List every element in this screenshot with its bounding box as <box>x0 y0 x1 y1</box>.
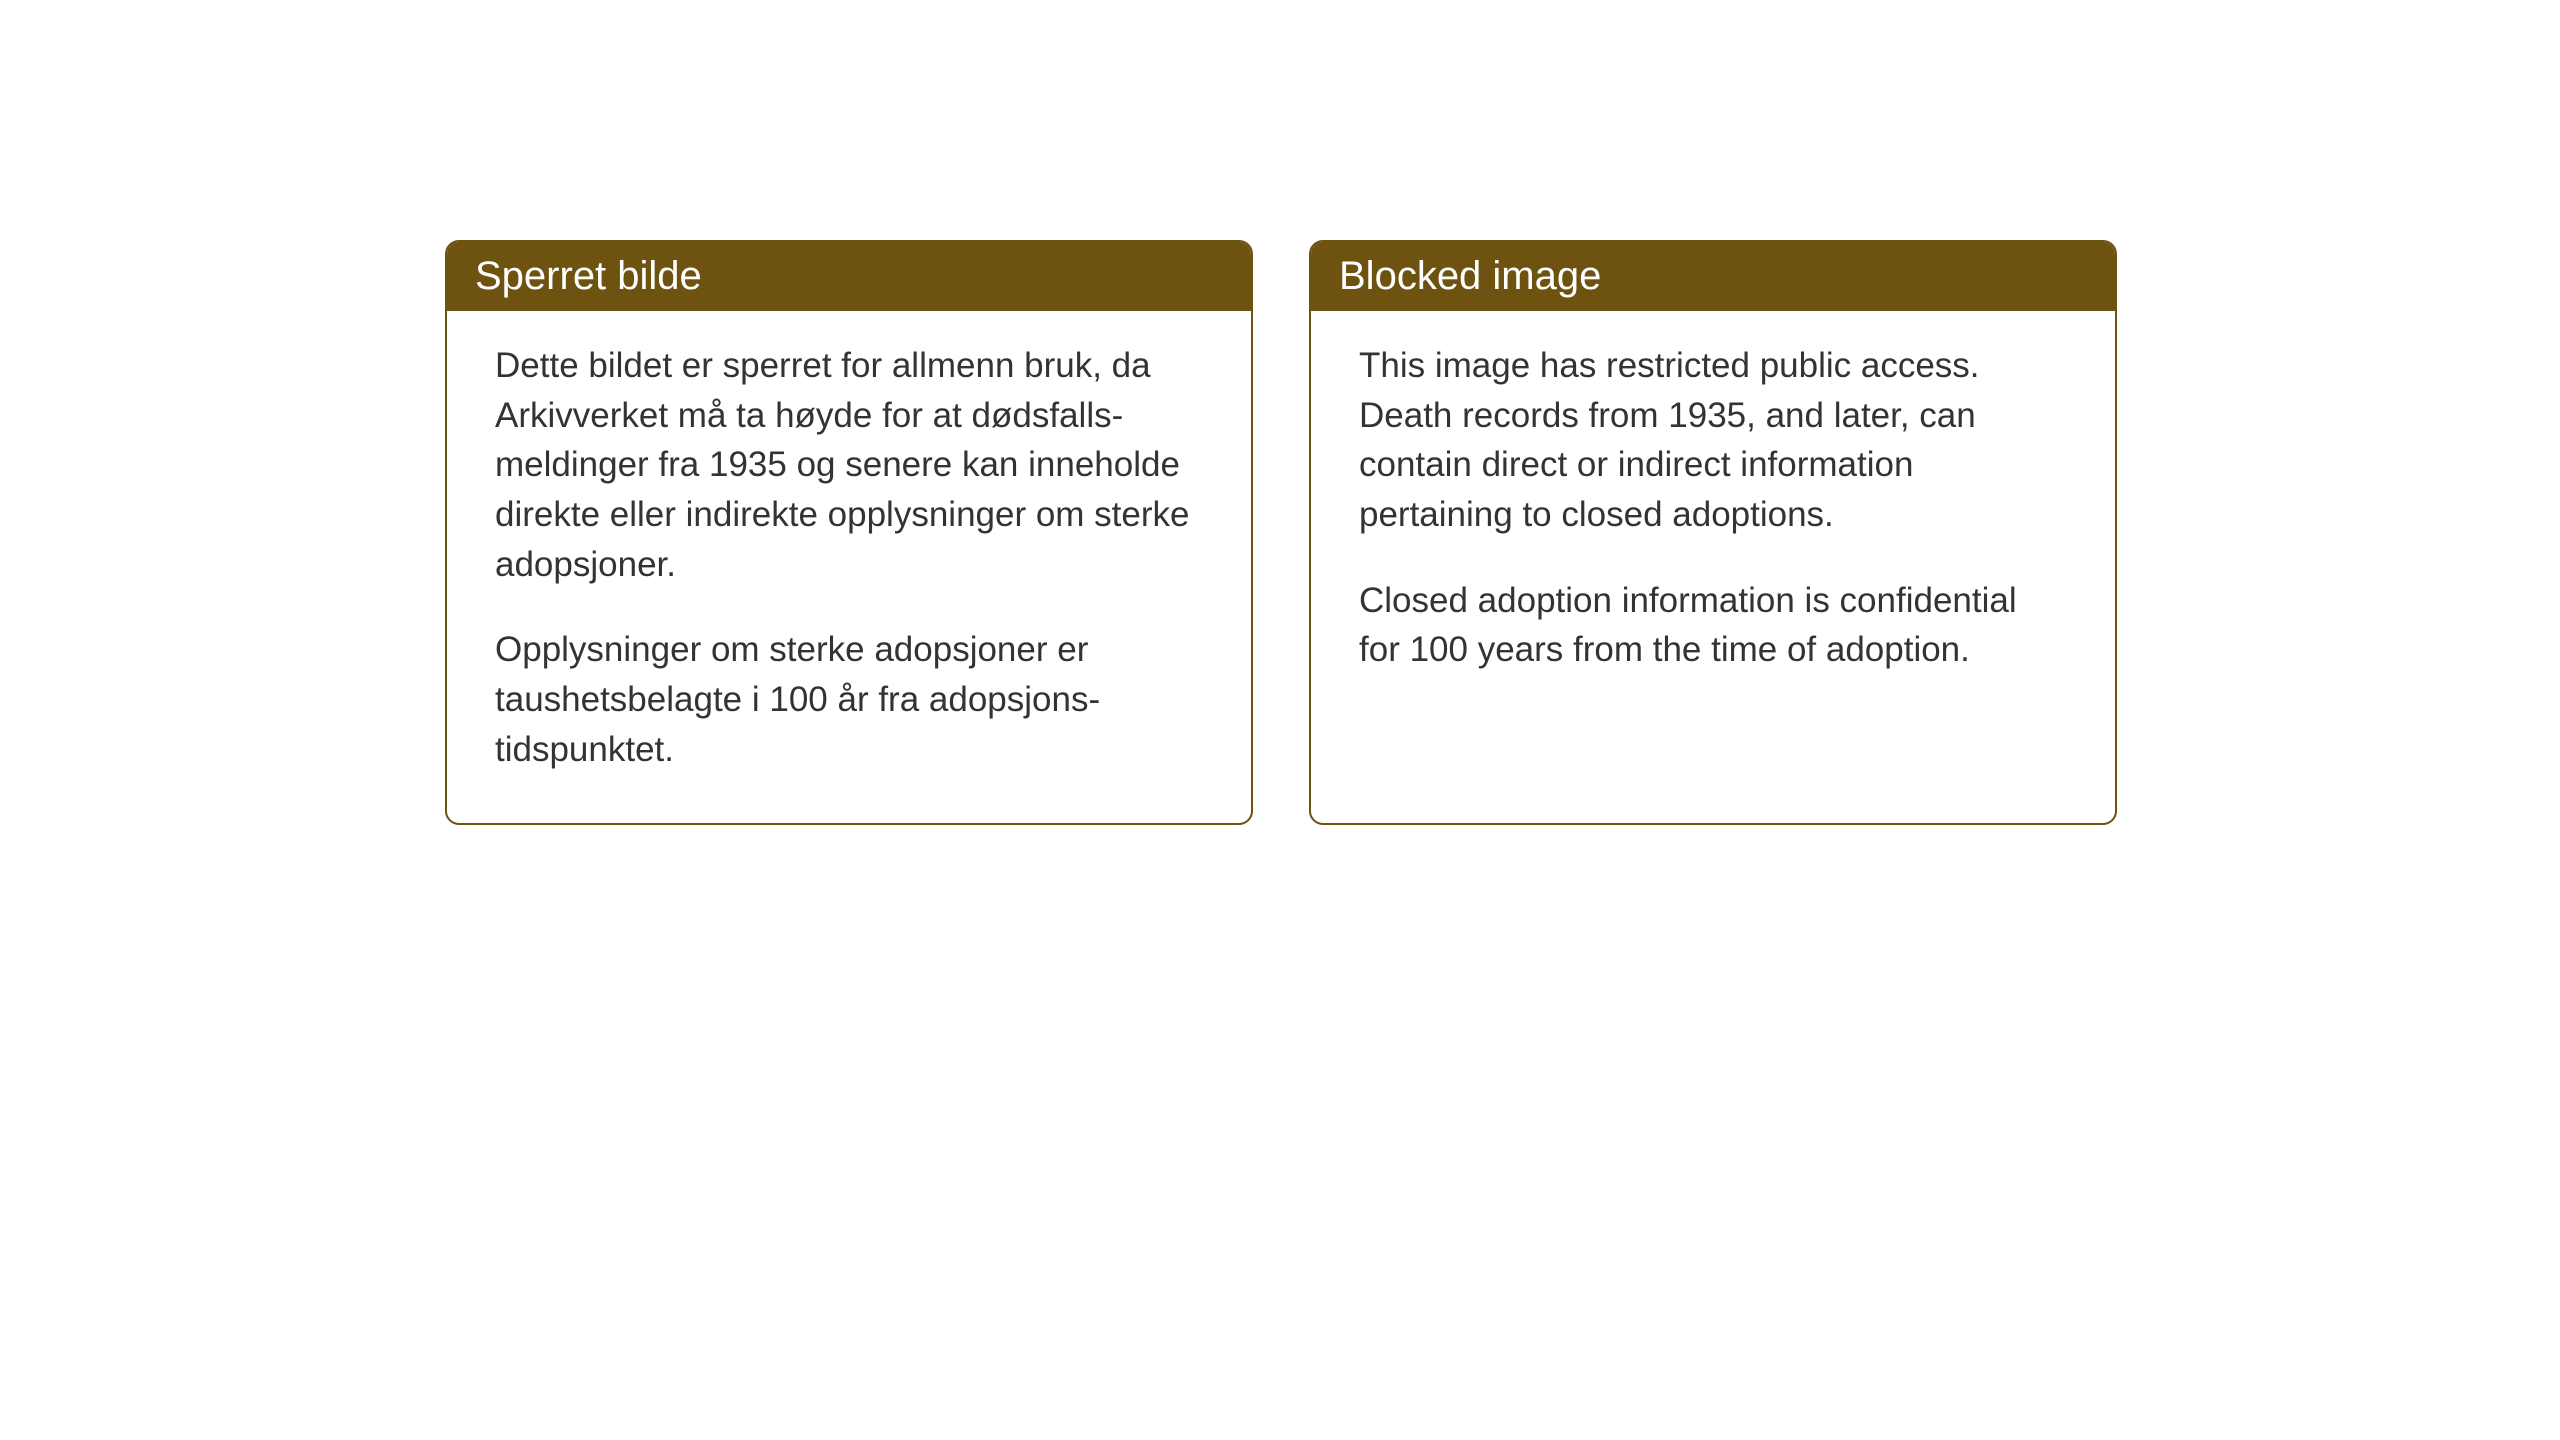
notice-card-english: Blocked image This image has restricted … <box>1309 240 2117 825</box>
card-body-english: This image has restricted public access.… <box>1311 311 2115 723</box>
card-body-norwegian: Dette bildet er sperret for allmenn bruk… <box>447 311 1251 823</box>
card-paragraph-1-norwegian: Dette bildet er sperret for allmenn bruk… <box>495 341 1203 589</box>
card-header-norwegian: Sperret bilde <box>447 242 1251 311</box>
card-title-norwegian: Sperret bilde <box>475 254 702 298</box>
card-paragraph-1-english: This image has restricted public access.… <box>1359 341 2067 540</box>
notice-card-norwegian: Sperret bilde Dette bildet er sperret fo… <box>445 240 1253 825</box>
card-paragraph-2-english: Closed adoption information is confident… <box>1359 576 2067 675</box>
notice-container: Sperret bilde Dette bildet er sperret fo… <box>445 240 2117 825</box>
card-title-english: Blocked image <box>1339 254 1601 298</box>
card-paragraph-2-norwegian: Opplysninger om sterke adopsjoner er tau… <box>495 625 1203 774</box>
card-header-english: Blocked image <box>1311 242 2115 311</box>
